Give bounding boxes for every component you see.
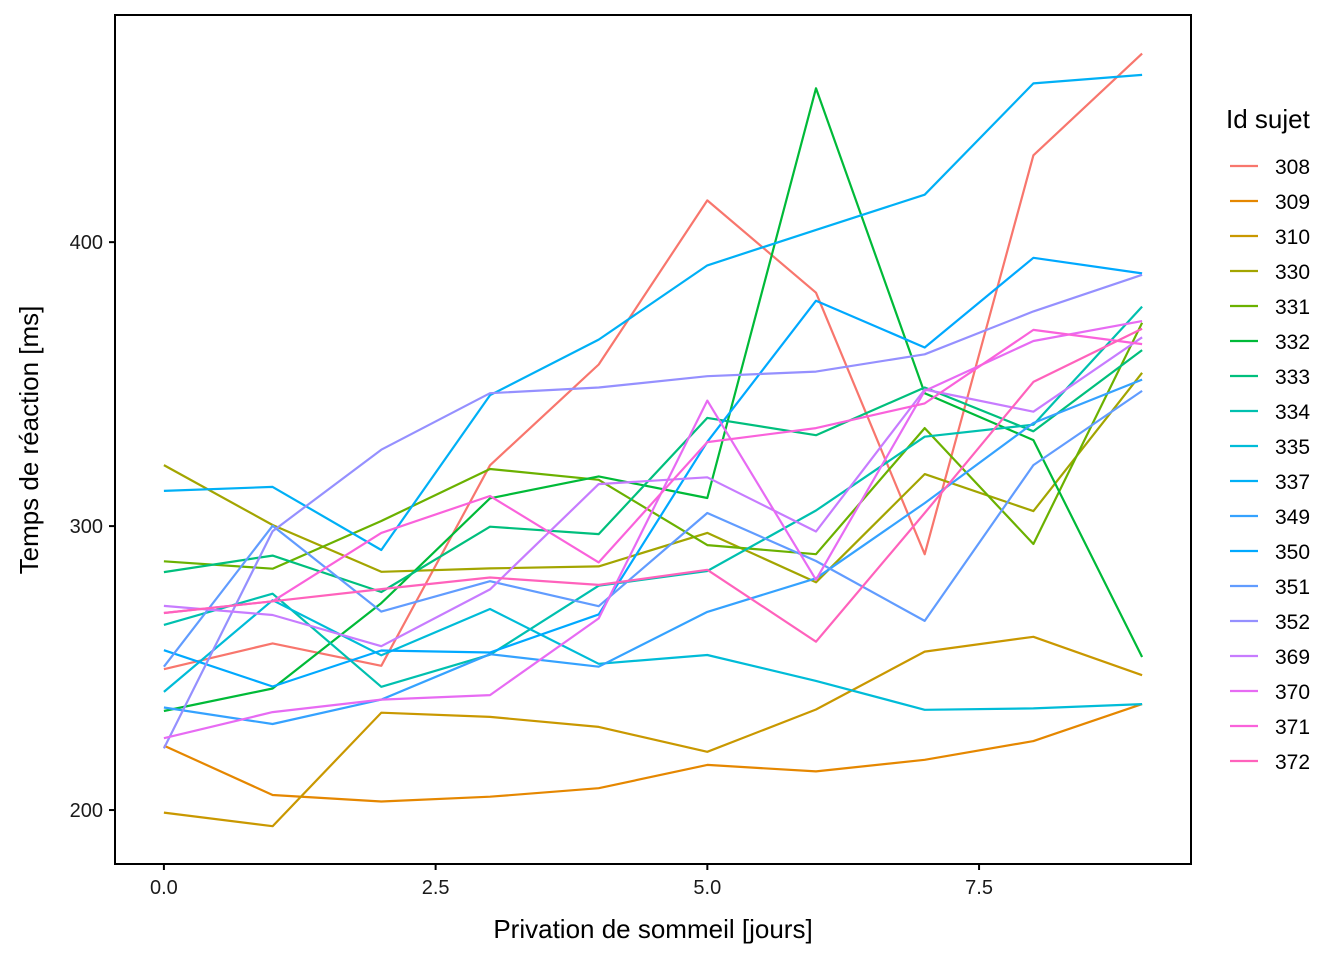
legend-label-330: 330 — [1275, 261, 1310, 284]
legend-item-372: 372 — [1230, 751, 1310, 774]
y-axis-ticks: 200 300 400 — [70, 232, 115, 822]
series-line-352 — [162, 273, 1143, 749]
legend-item-335: 335 — [1230, 436, 1310, 459]
x-tick-label: 5.0 — [693, 877, 721, 899]
series-line-369 — [163, 336, 1143, 648]
series-line-308 — [163, 52, 1143, 671]
series-line-310 — [163, 635, 1143, 828]
legend-item-309: 309 — [1230, 191, 1310, 214]
y-tick-label: 300 — [70, 516, 103, 538]
series-line-350 — [163, 256, 1143, 688]
legend-item-370: 370 — [1230, 681, 1310, 704]
legend-item-334: 334 — [1230, 401, 1310, 424]
series-line-337 — [163, 73, 1143, 552]
legend-item-349: 349 — [1230, 506, 1310, 529]
x-axis-ticks: 0.0 2.5 5.0 7.5 — [150, 864, 993, 899]
legend-label-332: 332 — [1275, 331, 1310, 354]
series-line-371 — [163, 328, 1143, 615]
series-line-351 — [163, 389, 1143, 668]
legend-label-310: 310 — [1275, 226, 1310, 249]
plot-lines — [162, 52, 1144, 828]
legend-item-352: 352 — [1230, 611, 1310, 634]
series-line-349 — [163, 378, 1143, 726]
legend-label-371: 371 — [1275, 716, 1310, 739]
series-line-309 — [163, 703, 1143, 803]
legend-label-350: 350 — [1275, 541, 1310, 564]
legend-label-372: 372 — [1275, 751, 1310, 774]
axes — [114, 14, 1192, 865]
legend-label-351: 351 — [1275, 576, 1310, 599]
x-tick-label: 2.5 — [422, 877, 450, 899]
legend-item-333: 333 — [1230, 366, 1310, 389]
legend-label-308: 308 — [1275, 156, 1310, 179]
legend-item-310: 310 — [1230, 226, 1310, 249]
legend-item-330: 330 — [1230, 261, 1310, 284]
legend-label-337: 337 — [1275, 471, 1310, 494]
plot-panel-border — [114, 14, 1192, 865]
legend-label-334: 334 — [1275, 401, 1310, 424]
legend-item-331: 331 — [1230, 296, 1310, 319]
legend-item-351: 351 — [1230, 576, 1310, 599]
legend: Id sujet 308 309 310 330 331 332 333 334 335 337 3… — [1226, 104, 1311, 774]
series-line-333 — [163, 349, 1143, 594]
legend-item-337: 337 — [1230, 471, 1310, 494]
legend-label-352: 352 — [1275, 611, 1310, 634]
series-line-330 — [163, 372, 1143, 584]
legend-item-308: 308 — [1230, 156, 1310, 179]
series-line-372 — [163, 327, 1143, 643]
legend-label-331: 331 — [1275, 296, 1310, 319]
series-line-335 — [163, 599, 1143, 711]
legend-title: Id sujet — [1226, 104, 1311, 134]
x-tick-label: 0.0 — [150, 877, 178, 899]
legend-label-349: 349 — [1275, 506, 1310, 529]
legend-item-369: 369 — [1230, 646, 1310, 669]
legend-item-371: 371 — [1230, 716, 1310, 739]
legend-label-309: 309 — [1275, 191, 1310, 214]
legend-label-369: 369 — [1275, 646, 1310, 669]
y-axis-title: Temps de réaction [ms] — [14, 306, 44, 575]
legend-label-370: 370 — [1275, 681, 1310, 704]
x-axis-title: Privation de sommeil [jours] — [493, 914, 812, 944]
legend-item-332: 332 — [1230, 331, 1310, 354]
legend-label-335: 335 — [1275, 436, 1310, 459]
legend-item-350: 350 — [1230, 541, 1310, 564]
legend-label-333: 333 — [1275, 366, 1310, 389]
series-line-332 — [163, 87, 1144, 713]
y-tick-label: 200 — [70, 800, 103, 822]
x-tick-label: 7.5 — [965, 877, 993, 899]
y-tick-label: 400 — [70, 232, 103, 254]
series-line-331 — [163, 322, 1144, 570]
